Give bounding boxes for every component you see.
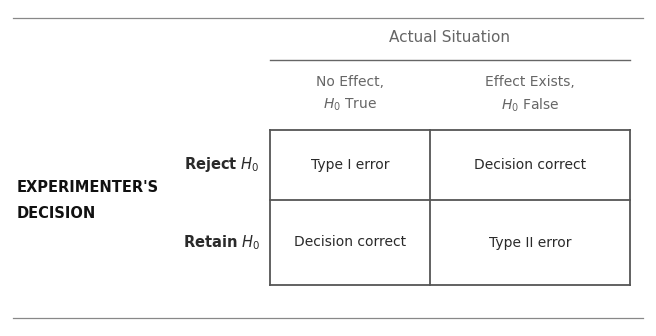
- Text: Type II error: Type II error: [489, 236, 571, 250]
- Text: $H_0$ True: $H_0$ True: [323, 97, 377, 113]
- Text: Decision correct: Decision correct: [294, 236, 406, 250]
- Text: $H_0$ False: $H_0$ False: [501, 96, 560, 114]
- Text: Retain $H_0$: Retain $H_0$: [182, 233, 260, 252]
- Text: Decision correct: Decision correct: [474, 158, 586, 172]
- Text: EXPERIMENTER'S: EXPERIMENTER'S: [16, 180, 159, 196]
- Text: DECISION: DECISION: [16, 206, 96, 220]
- Text: Actual Situation: Actual Situation: [390, 31, 510, 45]
- Text: No Effect,: No Effect,: [316, 75, 384, 89]
- Text: Type I error: Type I error: [311, 158, 389, 172]
- Text: Reject $H_0$: Reject $H_0$: [184, 156, 260, 174]
- Text: Effect Exists,: Effect Exists,: [485, 75, 575, 89]
